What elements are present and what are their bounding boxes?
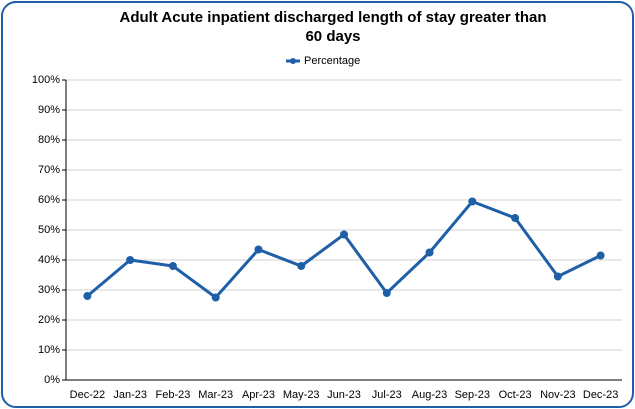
y-tick-label: 80% — [38, 134, 60, 146]
x-tick-label: Sep-23 — [455, 389, 490, 401]
data-point — [126, 256, 135, 264]
x-tick-label: Mar-23 — [198, 389, 233, 401]
x-tick-label: Nov-23 — [540, 389, 575, 401]
x-tick-label: May-23 — [283, 389, 320, 401]
y-tick-label: 20% — [38, 314, 60, 326]
data-point — [168, 262, 177, 270]
y-tick-label: 40% — [38, 254, 60, 266]
x-tick-label: Jan-23 — [113, 389, 147, 401]
x-tick-label: Aug-23 — [412, 389, 447, 401]
data-point — [340, 230, 348, 239]
y-tick-label: 60% — [38, 194, 60, 206]
legend-marker — [290, 58, 296, 64]
x-tick-label: Dec-22 — [70, 389, 105, 401]
x-tick-label: Apr-23 — [242, 389, 275, 401]
x-tick-label: Dec-23 — [583, 389, 618, 401]
data-point — [211, 293, 220, 302]
data-point — [254, 245, 263, 254]
x-tick-label: Feb-23 — [155, 389, 190, 401]
data-point — [596, 251, 605, 260]
chart-title: Adult Acute inpatient discharged length … — [119, 9, 547, 45]
y-tick-label: 70% — [38, 164, 60, 176]
y-tick-label: 100% — [32, 74, 60, 86]
data-point — [382, 289, 391, 297]
data-point — [83, 292, 92, 300]
data-point — [468, 197, 477, 206]
y-tick-label: 90% — [38, 104, 60, 116]
y-tick-label: 30% — [38, 284, 60, 296]
y-tick-label: 0% — [44, 374, 60, 386]
data-point — [297, 262, 306, 270]
data-point — [511, 214, 520, 222]
y-tick-label: 50% — [38, 224, 60, 236]
x-tick-label: Jun-23 — [327, 389, 361, 401]
legend-label: Percentage — [304, 55, 360, 67]
data-point — [553, 272, 562, 281]
x-tick-label: Oct-23 — [499, 389, 532, 401]
x-tick-label: Jul-23 — [372, 389, 402, 401]
y-tick-label: 10% — [38, 344, 60, 356]
data-point — [425, 248, 434, 257]
